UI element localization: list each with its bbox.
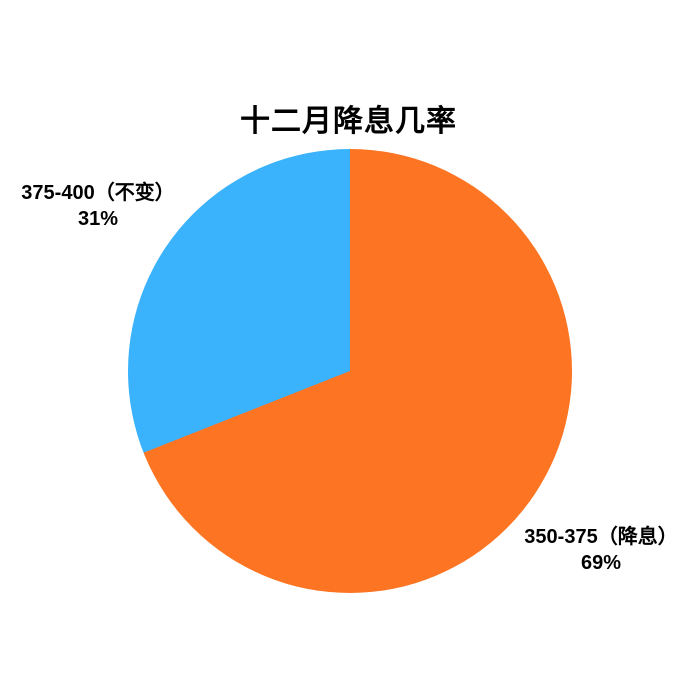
slice-label-unchanged: 375-400（不变） 31%	[8, 180, 188, 232]
pie-graphic	[128, 149, 572, 593]
slice-label-unchanged-text: 375-400（不变）	[21, 182, 175, 204]
chart-title: 十二月降息几率	[240, 105, 457, 138]
slice-label-cut-text: 350-375（降息）	[524, 526, 678, 548]
slice-label-unchanged-percent: 31%	[77, 208, 119, 230]
slice-label-cut: 350-375（降息） 69%	[511, 524, 691, 576]
slice-label-cut-percent: 69%	[580, 552, 622, 574]
